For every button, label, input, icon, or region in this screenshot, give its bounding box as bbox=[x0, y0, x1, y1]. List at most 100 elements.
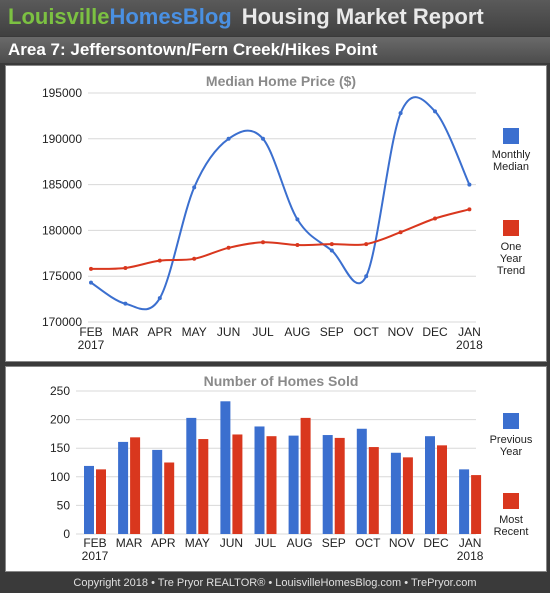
footer: Copyright 2018 • Tre Pryor REALTOR® • Lo… bbox=[0, 574, 550, 593]
series-line bbox=[90, 208, 470, 270]
x-tick-label: MAY bbox=[185, 536, 210, 550]
homes-sold-panel: Number of Homes Sold 250 200 150 100 50 0 FEB… bbox=[5, 366, 547, 572]
y-tick-label: 0 bbox=[63, 527, 70, 541]
legend-swatch bbox=[503, 413, 519, 429]
median-price-chart: Median Home Price ($) 195000 190000 185000… bbox=[42, 73, 531, 352]
y-tick-label: 180000 bbox=[42, 223, 82, 237]
site-logo: LouisvilleHomesBlog Housing Market Report bbox=[8, 4, 484, 30]
bar bbox=[118, 441, 129, 534]
legend-swatch bbox=[503, 128, 519, 144]
grid-lines bbox=[88, 92, 476, 323]
x-tick-label: AUG bbox=[284, 325, 310, 339]
x-tick-sublabel: 2017 bbox=[78, 338, 105, 352]
median-price-panel: Median Home Price ($) 195000 190000 185000… bbox=[5, 65, 547, 362]
series-line bbox=[90, 96, 471, 311]
data-point bbox=[157, 296, 162, 301]
bar bbox=[130, 437, 141, 534]
y-tick-label: 175000 bbox=[42, 269, 82, 283]
legend-label: Recent bbox=[494, 526, 529, 538]
bar bbox=[84, 465, 94, 534]
area-banner: Area 7: Jeffersontown/Fern Creek/Hikes P… bbox=[0, 37, 550, 63]
data-point bbox=[467, 207, 472, 212]
data-point bbox=[123, 265, 128, 270]
x-tick-label: DEC bbox=[422, 325, 448, 339]
logo-part-homesblog: HomesBlog bbox=[109, 4, 232, 29]
data-point bbox=[295, 243, 300, 248]
legend-swatch bbox=[503, 493, 519, 509]
data-point bbox=[157, 258, 162, 263]
chart-title: Median Home Price ($) bbox=[206, 73, 356, 89]
x-tick-label: NOV bbox=[389, 536, 415, 550]
data-point bbox=[433, 109, 437, 114]
bar bbox=[425, 436, 435, 534]
x-tick-label: JUL bbox=[255, 536, 277, 550]
data-point bbox=[192, 256, 197, 261]
data-point bbox=[261, 240, 265, 245]
x-tick-label: NOV bbox=[388, 325, 414, 339]
x-tick-label: JAN bbox=[458, 325, 481, 339]
x-tick-sublabel: 2017 bbox=[82, 549, 109, 563]
legend-label: Year bbox=[500, 253, 523, 265]
x-tick-label: SEP bbox=[320, 325, 344, 339]
data-point bbox=[398, 230, 403, 235]
x-tick-label: FEB bbox=[79, 325, 102, 339]
bar bbox=[232, 434, 243, 534]
homes-sold-chart: Number of Homes Sold 250 200 150 100 50 0 FEB… bbox=[50, 373, 533, 563]
bar bbox=[186, 417, 197, 534]
x-tick-sublabel: 2018 bbox=[456, 338, 483, 352]
report-header: LouisvilleHomesBlog Housing Market Report bbox=[0, 0, 550, 36]
data-point bbox=[364, 274, 369, 279]
data-point bbox=[89, 266, 93, 271]
x-tick-label: APR bbox=[147, 325, 172, 339]
bar bbox=[300, 417, 311, 534]
legend-swatch bbox=[503, 220, 519, 236]
bar bbox=[368, 447, 379, 534]
x-tick-label: MAR bbox=[112, 325, 139, 339]
bar bbox=[198, 439, 209, 534]
bar bbox=[390, 452, 401, 534]
series-lines bbox=[89, 96, 472, 311]
y-tick-label: 170000 bbox=[42, 315, 82, 329]
data-point bbox=[89, 280, 93, 285]
legend-label: Year bbox=[500, 446, 523, 458]
y-axis: 195000 190000 185000 180000 175000 170000 bbox=[42, 86, 82, 329]
data-point bbox=[364, 242, 369, 247]
data-point bbox=[192, 185, 197, 190]
data-point bbox=[467, 182, 472, 187]
legend-label: Most bbox=[499, 514, 523, 526]
legend-label: Monthly bbox=[492, 149, 531, 161]
bar bbox=[356, 428, 367, 534]
data-point bbox=[123, 301, 128, 306]
bar bbox=[220, 401, 231, 534]
x-tick-label: OCT bbox=[354, 325, 380, 339]
y-tick-label: 250 bbox=[50, 384, 70, 398]
bar bbox=[164, 462, 175, 534]
x-tick-label: JUN bbox=[220, 536, 243, 550]
x-tick-label: AUG bbox=[287, 536, 313, 550]
x-tick-label: JUN bbox=[217, 325, 240, 339]
bar bbox=[322, 435, 333, 534]
bar bbox=[152, 449, 163, 534]
bar bbox=[437, 445, 447, 534]
y-tick-label: 185000 bbox=[42, 178, 82, 192]
bar bbox=[459, 469, 470, 534]
y-tick-label: 190000 bbox=[42, 132, 82, 146]
data-point bbox=[398, 111, 403, 116]
logo-part-louisville: Louisville bbox=[8, 4, 110, 29]
x-tick-label: MAR bbox=[116, 536, 143, 550]
bar bbox=[288, 435, 299, 534]
y-tick-label: 150 bbox=[50, 441, 70, 455]
bar bbox=[266, 436, 277, 534]
x-tick-label: APR bbox=[151, 536, 176, 550]
x-tick-label: OCT bbox=[355, 536, 381, 550]
bar bbox=[471, 475, 482, 534]
data-point bbox=[295, 217, 300, 222]
y-tick-label: 100 bbox=[50, 470, 70, 484]
bars bbox=[84, 401, 482, 534]
bar bbox=[402, 457, 413, 534]
bar bbox=[334, 437, 345, 534]
x-tick-sublabel: 2018 bbox=[457, 549, 484, 563]
